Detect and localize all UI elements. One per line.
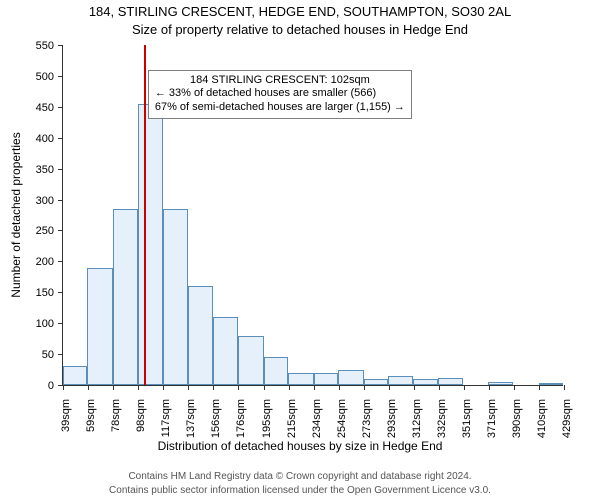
x-tick-label: 156sqm — [210, 399, 222, 438]
histogram-bar — [438, 378, 462, 385]
y-tick-mark — [58, 138, 63, 139]
x-tick-label: 351sqm — [461, 399, 473, 438]
histogram-bar — [238, 336, 264, 385]
y-tick-mark — [58, 76, 63, 77]
histogram-bar — [539, 383, 563, 385]
y-tick-mark — [58, 200, 63, 201]
x-tick-label: 254sqm — [336, 399, 348, 438]
x-tick-label: 273sqm — [361, 399, 373, 438]
histogram-bar — [314, 373, 338, 385]
annotation-box: 184 STIRLING CRESCENT: 102sqm← 33% of de… — [148, 70, 412, 119]
annotation-line: 184 STIRLING CRESCENT: 102sqm — [155, 74, 405, 88]
histogram-bar — [264, 357, 288, 385]
y-tick-mark — [58, 45, 63, 46]
y-tick-label: 500 — [24, 71, 54, 83]
x-tick-mark — [514, 385, 515, 390]
y-tick-label: 350 — [24, 164, 54, 176]
y-tick-label: 200 — [24, 256, 54, 268]
histogram-bar — [138, 104, 164, 385]
histogram-bar — [364, 379, 388, 385]
x-tick-mark — [364, 385, 365, 390]
x-tick-mark — [264, 385, 265, 390]
y-tick-label: 50 — [24, 349, 54, 361]
y-tick-mark — [58, 261, 63, 262]
x-tick-label: 78sqm — [110, 399, 122, 432]
x-tick-mark — [63, 385, 64, 390]
y-tick-label: 100 — [24, 318, 54, 330]
y-tick-label: 550 — [24, 40, 54, 52]
x-tick-mark — [339, 385, 340, 390]
page: 184, STIRLING CRESCENT, HEDGE END, SOUTH… — [0, 0, 600, 500]
x-tick-label: 137sqm — [185, 399, 197, 438]
histogram-bar — [188, 286, 214, 385]
y-tick-mark — [58, 107, 63, 108]
y-tick-label: 150 — [24, 287, 54, 299]
chart-plot-area: 184 STIRLING CRESCENT: 102sqm← 33% of de… — [62, 45, 563, 386]
x-tick-mark — [238, 385, 239, 390]
x-tick-mark — [88, 385, 89, 390]
x-tick-mark — [414, 385, 415, 390]
x-axis-label: Distribution of detached houses by size … — [0, 439, 600, 453]
y-tick-label: 450 — [24, 102, 54, 114]
x-tick-label: 293sqm — [386, 399, 398, 438]
histogram-bar — [388, 376, 412, 385]
x-tick-label: 215sqm — [286, 399, 298, 438]
x-tick-label: 429sqm — [561, 399, 573, 438]
histogram-bar — [488, 382, 512, 385]
histogram-bar — [213, 317, 237, 385]
histogram-bar — [163, 209, 187, 385]
x-tick-mark — [138, 385, 139, 390]
footer-line-2: Contains public sector information licen… — [0, 485, 600, 496]
x-tick-mark — [113, 385, 114, 390]
y-tick-mark — [58, 292, 63, 293]
x-tick-label: 410sqm — [536, 399, 548, 438]
y-tick-mark — [58, 230, 63, 231]
histogram-bar — [113, 209, 137, 385]
x-tick-label: 312sqm — [411, 399, 423, 438]
footer-line-1: Contains HM Land Registry data © Crown c… — [0, 471, 600, 482]
x-tick-mark — [489, 385, 490, 390]
x-tick-mark — [163, 385, 164, 390]
chart-subtitle: Size of property relative to detached ho… — [0, 22, 600, 37]
x-tick-label: 59sqm — [85, 399, 97, 432]
x-tick-mark — [564, 385, 565, 390]
x-tick-mark — [314, 385, 315, 390]
histogram-bar — [87, 268, 113, 385]
x-tick-label: 234sqm — [311, 399, 323, 438]
y-axis-label: Number of detached properties — [9, 132, 23, 297]
histogram-bar — [288, 373, 314, 385]
histogram-bar — [413, 379, 439, 385]
chart-supertitle: 184, STIRLING CRESCENT, HEDGE END, SOUTH… — [0, 4, 600, 19]
x-tick-label: 98sqm — [135, 399, 147, 432]
x-tick-label: 332sqm — [436, 399, 448, 438]
histogram-bar — [338, 370, 364, 385]
x-tick-mark — [389, 385, 390, 390]
x-tick-label: 371sqm — [486, 399, 498, 438]
histogram-bar — [63, 366, 87, 385]
x-tick-mark — [289, 385, 290, 390]
annotation-line: 67% of semi-detached houses are larger (… — [155, 101, 405, 115]
annotation-line: ← 33% of detached houses are smaller (56… — [155, 87, 405, 101]
x-tick-label: 39sqm — [60, 399, 72, 432]
y-tick-label: 300 — [24, 195, 54, 207]
x-tick-label: 390sqm — [511, 399, 523, 438]
x-tick-mark — [188, 385, 189, 390]
x-tick-mark — [539, 385, 540, 390]
y-tick-mark — [58, 323, 63, 324]
x-tick-label: 117sqm — [160, 399, 172, 437]
x-tick-mark — [213, 385, 214, 390]
y-tick-label: 0 — [24, 380, 54, 392]
y-tick-mark — [58, 169, 63, 170]
y-tick-mark — [58, 354, 63, 355]
x-tick-label: 176sqm — [235, 399, 247, 438]
y-tick-label: 250 — [24, 225, 54, 237]
x-tick-mark — [464, 385, 465, 390]
x-tick-mark — [439, 385, 440, 390]
y-tick-label: 400 — [24, 133, 54, 145]
x-tick-label: 195sqm — [261, 399, 273, 438]
reference-line — [144, 45, 146, 385]
